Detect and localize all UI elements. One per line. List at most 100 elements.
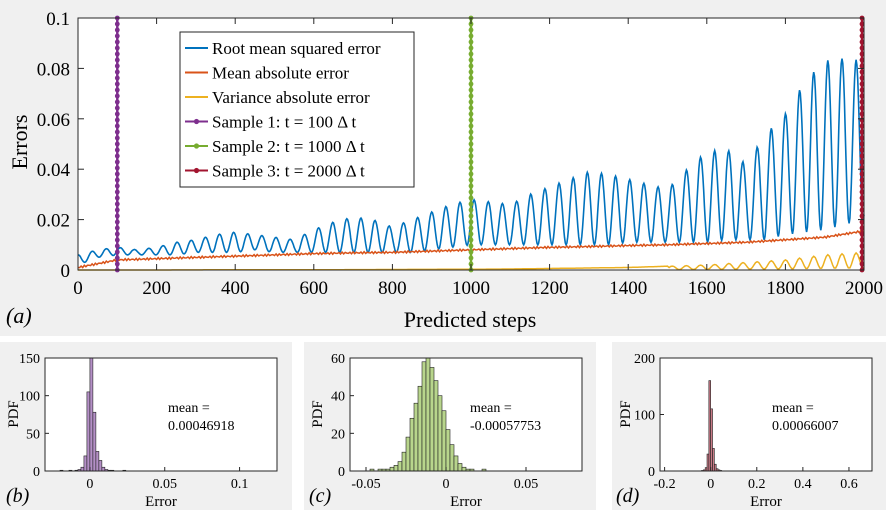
sample-3-marker-dot [859,201,865,207]
sample-2-marker-dot [468,159,474,165]
sample-1-marker-dot [114,123,120,129]
sample-2-marker-dot [468,183,474,189]
panel-a-x-tick-label: 2000 [845,278,883,299]
panel-c-bar [421,361,427,472]
sample-3-marker-dot [859,183,865,189]
panel-a-x-tick-label: 1800 [766,278,804,299]
sample-3-marker-dot [859,141,865,147]
sample-3-marker-dot [859,69,865,75]
panel-c-x-tick-label: 0 [443,477,450,492]
sample-2-marker-dot [468,81,474,87]
panel-b-axes-box [44,357,278,472]
panel-c-x-tick-label: 0.05 [514,477,539,492]
sample-1-marker-dot [114,39,120,45]
sample-2-marker-dot [468,123,474,129]
panel-c-y-tick-label: 40 [331,390,345,405]
panel-b-x-tick-label: 0.05 [152,477,177,492]
panel-d-x-tick-label: 0.2 [748,477,766,492]
panel-c-annotation-line1: mean = [470,401,512,416]
sample-3-marker-dot [859,243,865,249]
panel-a-x-tick-label: 1000 [452,278,490,299]
sample-3-marker-dot [859,81,865,87]
sample-1-marker-dot [114,201,120,207]
panel-a-line-chart: 0 200 400 600 800 1000 1200 1400 1600 1800 2000 0 0.… [0,0,886,336]
panel-c-bar [433,380,439,472]
sample-2-marker-dot [468,219,474,225]
sample-1-marker-dot [114,21,120,27]
panel-c-bar [457,463,463,472]
sample-3-marker-dot [859,105,865,111]
legend-box [179,31,415,188]
sample-2-marker-dot [468,153,474,159]
sample-2-marker-dot [468,57,474,63]
legend-entry-label: Sample 2: t = 1000 Δ t [212,137,365,156]
panel-b-plot-area [45,358,277,471]
sample-1-marker-dot [114,135,120,141]
panel-a-y-tick-label: 0.1 [46,9,70,30]
sample-1-marker-dot [114,63,120,69]
panel-b-bar [92,411,97,472]
sample-1-marker-dot [114,171,120,177]
sample-1-marker-dot [114,51,120,57]
panel-a-x-tick-label: 400 [221,278,250,299]
sample-2-marker-dot [468,51,474,57]
panel-c-y-tick-label: 60 [331,352,345,367]
legend-entry-label: Root mean squared error [212,39,381,58]
sample-1-marker-dot [114,153,120,159]
sample-1-marker-dot [114,165,120,171]
sample-2-marker-dot [468,69,474,75]
sample-2-marker-dot [468,237,474,243]
panel-b-y-tick-label: 0 [33,465,40,480]
panel-c-y-axis-label: PDF [310,400,326,428]
sample-3-marker-dot [859,135,865,141]
sample-1-marker-dot [114,87,120,93]
sample-2-marker-dot [468,249,474,255]
panel-a-y-tick-label: 0.06 [37,110,70,131]
sample-2-marker-dot [468,87,474,93]
sample-3-marker-dot [859,261,865,267]
sample-2-marker-dot [468,27,474,33]
panel-c-bars [369,357,487,472]
sample-3-marker-dot [859,87,865,93]
panel-a-x-tick-label: 800 [378,278,407,299]
panel-c-annotation-line2: -0.00057753 [470,419,541,434]
panel-a-x-tick-label: 1600 [688,278,726,299]
panel-a-x-tick-label: 200 [142,278,171,299]
sample-2-marker-dot [468,225,474,231]
sample-3-marker-dot [859,21,865,27]
sample-2-marker-dot [468,231,474,237]
sample-3-marker-dot [859,159,865,165]
panel-a-y-tick-label: 0.08 [37,59,70,80]
sample-3-marker-dot [859,189,865,195]
panel-d-x-tick-label: 0.6 [840,477,858,492]
panel-c-y-tick-label: 20 [331,427,345,442]
panel-c-bar [461,466,467,472]
panel-b-bar [95,451,100,472]
sample-2-marker-dot [468,207,474,213]
sample-1-marker-dot [114,45,120,51]
panel-c-x-axis-label: Error [450,494,482,510]
sample-1-marker-dot [114,237,120,243]
sample-3-marker-dot [859,237,865,243]
sample-3-marker-dot [859,213,865,219]
panel-d-y-axis-label: PDF [618,400,634,428]
sample-1-marker-dot [114,213,120,219]
panel-b-x-tick-label: 0.1 [231,477,249,492]
legend-swatch-dot [193,167,200,174]
panel-b-bar [98,460,103,472]
sample-3-marker-dot [859,57,865,63]
sample-3-marker-dot [859,231,865,237]
panel-c-bar [389,466,395,472]
sample-2-marker-dot [468,147,474,153]
sample-1-marker-dot [114,177,120,183]
sample-3-marker-dot [859,249,865,255]
panel-d-panel-label: (d) [616,485,640,507]
panel-b-panel-label: (b) [6,485,30,507]
sample-3-marker-dot [859,207,865,213]
panel-c-bar [441,410,447,472]
sample-2-marker-dot [468,177,474,183]
sample-2-marker-dot [468,129,474,135]
sample-2-marker-dot [468,105,474,111]
